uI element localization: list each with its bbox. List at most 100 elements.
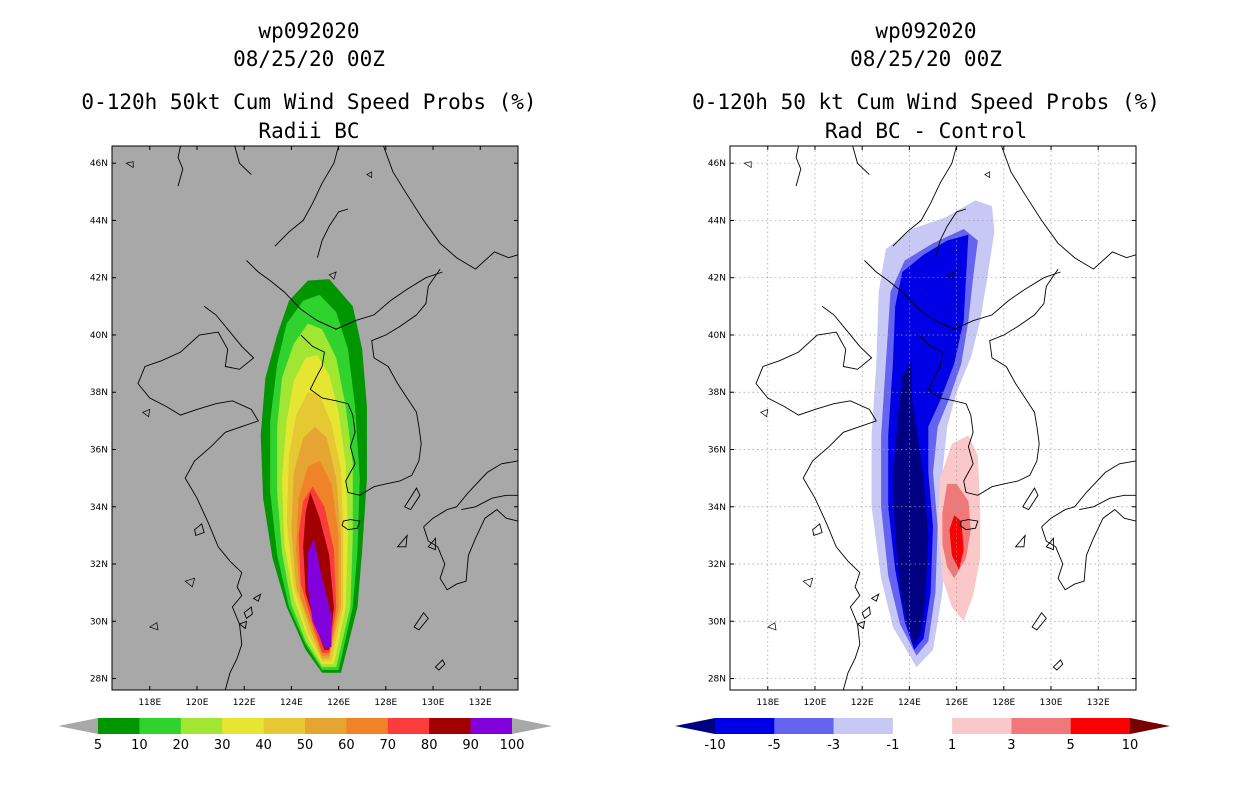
left-cbar-swatch bbox=[305, 718, 347, 734]
right-lon-label: 118E bbox=[756, 698, 779, 708]
right-lat-label: 44N bbox=[708, 216, 726, 226]
left-lon-label: 130E bbox=[422, 698, 445, 708]
left-cbar-label: 20 bbox=[173, 738, 190, 753]
right-cbar-swatch bbox=[1011, 718, 1071, 734]
left-lat-label: 32N bbox=[90, 560, 108, 570]
left-title-init: 08/25/20 00Z bbox=[233, 47, 385, 71]
left-lake bbox=[148, 622, 159, 631]
right-coastline bbox=[1041, 460, 1136, 528]
right-lat-label: 40N bbox=[708, 331, 726, 341]
right-map-panel: 118E 120E 122E 124E 126E 128E 130E 132E 28N 30N 32… bbox=[708, 145, 1137, 708]
right-cbar-label: 5 bbox=[1067, 738, 1075, 753]
right-coastline bbox=[1041, 509, 1136, 591]
left-coastline bbox=[234, 146, 252, 175]
left-lake bbox=[366, 171, 373, 179]
left-island bbox=[238, 620, 248, 630]
right-island bbox=[1052, 659, 1064, 671]
right-title-subtitle: Rad BC - Control bbox=[825, 119, 1027, 143]
right-lat-label: 34N bbox=[708, 503, 726, 513]
right-coastline bbox=[1001, 146, 1136, 270]
left-cbar-swatch bbox=[429, 718, 471, 734]
right-cbar-swatch bbox=[952, 718, 1012, 734]
left-lat-label: 38N bbox=[90, 388, 108, 398]
left-lake bbox=[141, 408, 151, 418]
left-cbar-swatch bbox=[346, 718, 389, 734]
right-coastline bbox=[934, 208, 967, 258]
left-lon-label: 126E bbox=[327, 698, 350, 708]
left-island bbox=[252, 593, 262, 602]
left-lat-label: 40N bbox=[90, 331, 108, 341]
right-axis-ticks: 118E 120E 122E 124E 126E 128E 130E 132E 28N 30N 32… bbox=[708, 146, 1136, 708]
left-island bbox=[413, 611, 429, 631]
left-map-frame bbox=[111, 145, 519, 691]
left-cbar-swatch bbox=[222, 718, 264, 734]
right-coastline bbox=[852, 146, 870, 175]
right-diff-level-3 bbox=[892, 360, 929, 645]
left-colorbar: 5 10 20 30 40 50 60 70 80 90 100 bbox=[58, 718, 552, 753]
left-lat-label: 34N bbox=[90, 503, 108, 513]
left-lat-label: 46N bbox=[90, 159, 108, 169]
left-panel-titles: wp092020 08/25/20 00Z 0-120h 50kt Cum Wi… bbox=[81, 19, 536, 143]
left-lat-label: 28N bbox=[90, 675, 108, 685]
right-coastline bbox=[918, 268, 1059, 496]
right-colorbar: -10 -5 -3 -1 1 3 5 10 bbox=[675, 718, 1170, 753]
right-lake bbox=[946, 271, 955, 280]
left-cbar-swatch bbox=[139, 718, 182, 734]
left-lake bbox=[125, 161, 134, 169]
right-cbar-swatch bbox=[833, 718, 894, 734]
right-lat-label: 38N bbox=[708, 388, 726, 398]
left-cbar-label: 5 bbox=[94, 738, 102, 753]
right-lon-label: 132E bbox=[1087, 698, 1110, 708]
left-map-panel: 118E 120E 122E 124E 126E 128E 130E 132E 28N 30N 32… bbox=[90, 145, 519, 708]
right-gridlines bbox=[730, 146, 1136, 690]
left-lon-label: 120E bbox=[186, 698, 209, 708]
left-coastline bbox=[383, 146, 518, 270]
left-island bbox=[194, 523, 205, 536]
right-lon-label: 124E bbox=[898, 698, 921, 708]
right-island bbox=[959, 519, 979, 531]
right-cbar-extend-high bbox=[1130, 718, 1170, 734]
left-cbar-swatch bbox=[263, 718, 306, 734]
left-cbar-label: 10 bbox=[131, 738, 148, 753]
left-coastline bbox=[461, 494, 518, 511]
left-lon-label: 132E bbox=[469, 698, 492, 708]
right-cbar-label: -10 bbox=[704, 738, 725, 753]
right-cbar-swatch bbox=[715, 718, 775, 734]
left-cbar-swatch bbox=[470, 718, 513, 734]
right-coastline bbox=[755, 305, 877, 690]
left-cbar-swatch bbox=[180, 718, 223, 734]
right-coastline bbox=[1079, 494, 1136, 511]
left-coastline bbox=[177, 146, 184, 187]
left-island bbox=[396, 533, 408, 548]
left-prob-level-9 bbox=[307, 538, 332, 648]
left-lon-label: 118E bbox=[138, 698, 161, 708]
right-lon-label: 128E bbox=[992, 698, 1015, 708]
left-cbar-label: 30 bbox=[214, 738, 231, 753]
left-cbar-label: 40 bbox=[255, 738, 272, 753]
left-lake bbox=[184, 577, 196, 588]
left-lat-label: 44N bbox=[90, 216, 108, 226]
left-cbar-label: 50 bbox=[297, 738, 314, 753]
right-lon-label: 120E bbox=[804, 698, 827, 708]
right-coastline bbox=[795, 146, 802, 187]
left-axis-ticks: 118E 120E 122E 124E 126E 128E 130E 132E 28N 30N 32… bbox=[90, 146, 518, 708]
right-island bbox=[870, 593, 880, 602]
left-coastline bbox=[246, 260, 443, 330]
right-cbar-swatch bbox=[892, 718, 953, 734]
right-cbar-extend-low bbox=[675, 718, 715, 734]
right-difference-contours bbox=[871, 200, 995, 668]
right-lake bbox=[984, 171, 991, 179]
right-lake bbox=[766, 622, 777, 631]
right-cbar-label: -3 bbox=[827, 738, 840, 753]
left-coastline bbox=[316, 208, 349, 258]
right-island bbox=[861, 606, 871, 620]
right-coastline bbox=[864, 260, 1061, 330]
right-lon-label: 122E bbox=[851, 698, 874, 708]
left-lat-label: 30N bbox=[90, 617, 108, 627]
right-island bbox=[856, 620, 866, 630]
right-cbar-label: 3 bbox=[1007, 738, 1015, 753]
right-title-product: 0-120h 50 kt Cum Wind Speed Probs (%) bbox=[692, 90, 1160, 114]
right-lake bbox=[802, 577, 814, 588]
left-cbar-swatch bbox=[98, 718, 140, 734]
left-island bbox=[341, 519, 361, 531]
